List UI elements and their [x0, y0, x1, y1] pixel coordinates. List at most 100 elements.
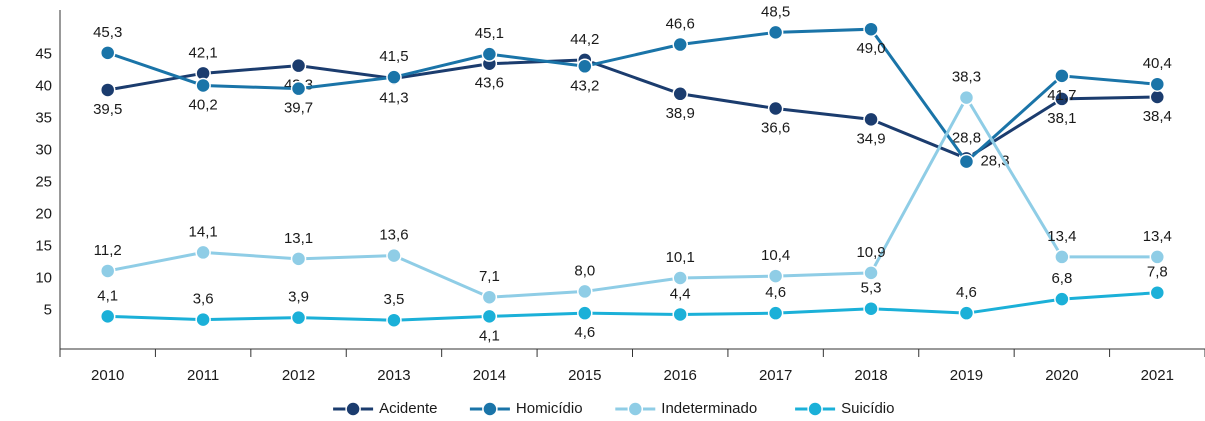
data-point [863, 21, 879, 37]
y-tick-label: 40 [35, 78, 52, 95]
data-point [99, 308, 116, 325]
x-tick-label: 2021 [1141, 367, 1174, 384]
data-point [386, 247, 402, 264]
data-point [481, 308, 498, 325]
legend-label: Acidente [379, 400, 437, 417]
data-label: 41,5 [379, 48, 408, 65]
data-point [1054, 68, 1070, 84]
x-tick-label: 2018 [854, 367, 887, 384]
data-label: 5,3 [861, 280, 882, 297]
data-point [863, 300, 879, 317]
data-label: 10,1 [666, 249, 695, 266]
series-line [107, 58, 1158, 161]
data-label: 40,4 [1143, 55, 1172, 72]
data-point [290, 57, 307, 74]
data-label: 13,6 [379, 227, 408, 244]
data-point [958, 153, 975, 170]
data-point [386, 312, 402, 328]
data-label: 38,1 [1047, 110, 1076, 127]
data-label: 45,1 [475, 25, 504, 42]
data-label: 40,2 [189, 96, 218, 113]
x-tick-label: 2011 [187, 367, 219, 384]
x-tick-label: 2015 [568, 367, 601, 384]
series-line [107, 94, 1158, 299]
data-label: 10,9 [856, 244, 885, 261]
data-label: 34,9 [856, 130, 885, 147]
data-point [1054, 291, 1070, 307]
y-tick-label: 30 [35, 142, 52, 159]
data-point [290, 309, 307, 326]
data-label: 44,2 [570, 31, 599, 48]
legend-label: Suicídio [841, 400, 894, 417]
data-label: 42,1 [189, 44, 218, 61]
data-label: 13,4 [1143, 228, 1172, 245]
data-point [99, 263, 116, 279]
data-label: 4,1 [97, 287, 118, 304]
y-tick-label: 45 [35, 46, 52, 63]
data-point [195, 244, 211, 261]
y-tick-label: 10 [35, 270, 52, 287]
data-point [767, 305, 784, 321]
series-line [107, 291, 1158, 322]
data-label: 49,0 [856, 40, 885, 57]
data-label: 45,3 [93, 24, 122, 41]
data-label: 3,5 [384, 291, 405, 308]
x-tick-label: 2014 [473, 367, 506, 384]
data-point [481, 46, 498, 62]
legend-marker [807, 401, 823, 417]
data-label: 4,6 [574, 324, 595, 341]
data-point [290, 80, 307, 97]
x-tick-label: 2013 [377, 367, 410, 384]
data-point [767, 100, 784, 117]
data-point [672, 306, 688, 323]
legend-marker [482, 401, 498, 417]
data-point [958, 305, 975, 321]
data-point [1149, 76, 1166, 92]
legend-marker [627, 401, 644, 417]
data-point [577, 305, 593, 321]
data-label: 48,5 [761, 3, 790, 20]
legend-marker [345, 401, 361, 417]
data-label: 39,7 [284, 100, 313, 117]
y-tick-label: 20 [35, 206, 52, 223]
data-label: 28,8 [952, 129, 981, 146]
y-tick-label: 5 [44, 302, 52, 319]
data-point [99, 82, 116, 98]
data-label: 6,8 [1051, 270, 1072, 287]
data-point [577, 283, 593, 300]
data-label: 14,1 [189, 223, 218, 240]
x-tick-label: 2019 [950, 367, 983, 384]
y-tick-label: 35 [35, 110, 52, 127]
data-label: 4,4 [670, 285, 691, 302]
data-point [481, 289, 498, 305]
data-point [958, 89, 975, 106]
data-point [863, 265, 879, 281]
data-label: 38,3 [952, 69, 981, 86]
data-point [1149, 89, 1166, 105]
data-label: 4,6 [765, 284, 786, 301]
data-label: 8,0 [574, 262, 595, 279]
data-label: 4,1 [479, 327, 500, 344]
data-point [577, 58, 593, 75]
x-tick-label: 2017 [759, 367, 792, 384]
data-label: 36,6 [761, 119, 790, 136]
data-point [386, 69, 402, 85]
data-label: 13,4 [1047, 228, 1076, 245]
data-point [195, 311, 211, 328]
data-label: 38,9 [666, 105, 695, 122]
data-label: 39,5 [93, 101, 122, 118]
data-point [1149, 249, 1166, 265]
data-point [1054, 249, 1070, 265]
data-point [99, 45, 116, 61]
y-tick-label: 25 [35, 174, 52, 191]
data-point [1054, 91, 1070, 107]
data-point [672, 270, 688, 286]
data-label: 4,6 [956, 284, 977, 301]
data-label: 7,8 [1147, 264, 1168, 281]
y-tick-label: 15 [35, 238, 52, 255]
data-point [290, 251, 307, 267]
data-label: 41,7 [1047, 87, 1076, 104]
data-label: 43,2 [570, 77, 599, 94]
x-tick-label: 2020 [1045, 367, 1078, 384]
data-label: 46,6 [666, 16, 695, 33]
